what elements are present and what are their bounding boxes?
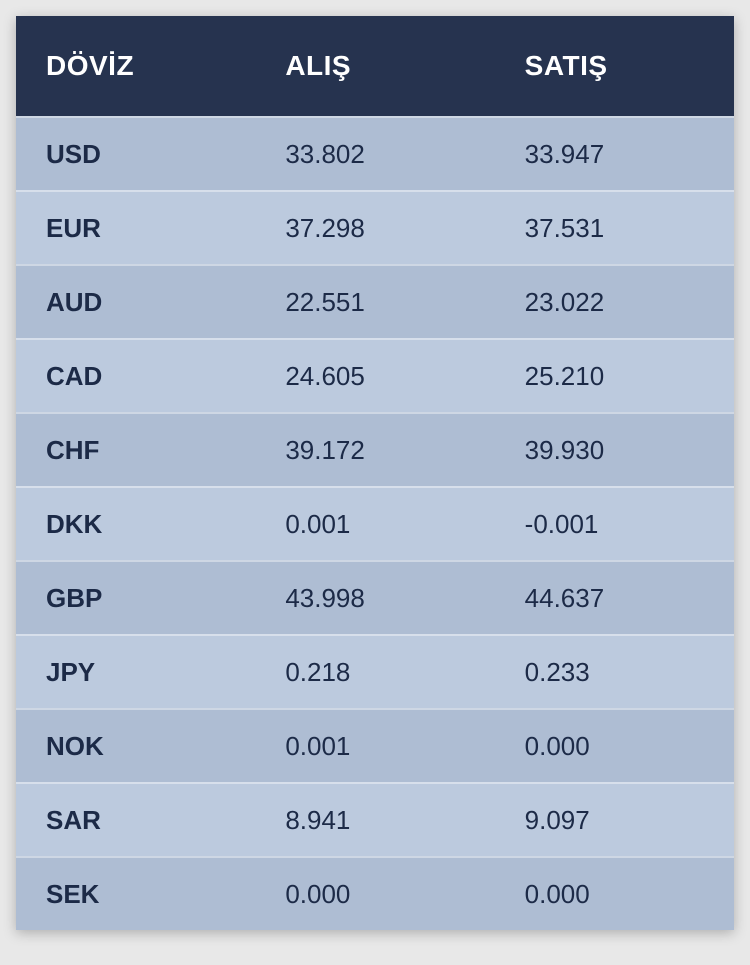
buy-value: 24.605	[255, 361, 494, 392]
buy-value: 22.551	[255, 287, 494, 318]
sell-value: 25.210	[495, 361, 734, 392]
buy-value: 0.218	[255, 657, 494, 688]
sell-value: 44.637	[495, 583, 734, 614]
table-header-row: DÖVİZ ALIŞ SATIŞ	[16, 16, 734, 116]
table-body: USD33.80233.947EUR37.29837.531AUD22.5512…	[16, 116, 734, 930]
table-row: DKK0.001-0.001	[16, 486, 734, 560]
table-row: CHF39.17239.930	[16, 412, 734, 486]
currency-code: USD	[16, 139, 255, 170]
table-row: GBP43.99844.637	[16, 560, 734, 634]
buy-value: 0.001	[255, 509, 494, 540]
currency-code: AUD	[16, 287, 255, 318]
currency-code: GBP	[16, 583, 255, 614]
sell-value: -0.001	[495, 509, 734, 540]
currency-code: CHF	[16, 435, 255, 466]
sell-value: 0.233	[495, 657, 734, 688]
table-row: NOK0.0010.000	[16, 708, 734, 782]
table-row: SAR8.9419.097	[16, 782, 734, 856]
buy-value: 0.001	[255, 731, 494, 762]
currency-code: EUR	[16, 213, 255, 244]
sell-value: 9.097	[495, 805, 734, 836]
sell-value: 33.947	[495, 139, 734, 170]
currency-code: SAR	[16, 805, 255, 836]
col-header-buy: ALIŞ	[255, 50, 494, 82]
currency-table: DÖVİZ ALIŞ SATIŞ USD33.80233.947EUR37.29…	[16, 16, 734, 930]
currency-code: CAD	[16, 361, 255, 392]
buy-value: 43.998	[255, 583, 494, 614]
table-row: SEK0.0000.000	[16, 856, 734, 930]
currency-code: SEK	[16, 879, 255, 910]
sell-value: 23.022	[495, 287, 734, 318]
sell-value: 0.000	[495, 879, 734, 910]
sell-value: 0.000	[495, 731, 734, 762]
col-header-sell: SATIŞ	[495, 50, 734, 82]
sell-value: 39.930	[495, 435, 734, 466]
buy-value: 39.172	[255, 435, 494, 466]
table-row: EUR37.29837.531	[16, 190, 734, 264]
currency-code: NOK	[16, 731, 255, 762]
table-row: AUD22.55123.022	[16, 264, 734, 338]
col-header-currency: DÖVİZ	[16, 50, 255, 82]
table-row: USD33.80233.947	[16, 116, 734, 190]
buy-value: 37.298	[255, 213, 494, 244]
buy-value: 8.941	[255, 805, 494, 836]
sell-value: 37.531	[495, 213, 734, 244]
currency-code: DKK	[16, 509, 255, 540]
table-row: CAD24.60525.210	[16, 338, 734, 412]
currency-code: JPY	[16, 657, 255, 688]
buy-value: 0.000	[255, 879, 494, 910]
buy-value: 33.802	[255, 139, 494, 170]
table-row: JPY0.2180.233	[16, 634, 734, 708]
